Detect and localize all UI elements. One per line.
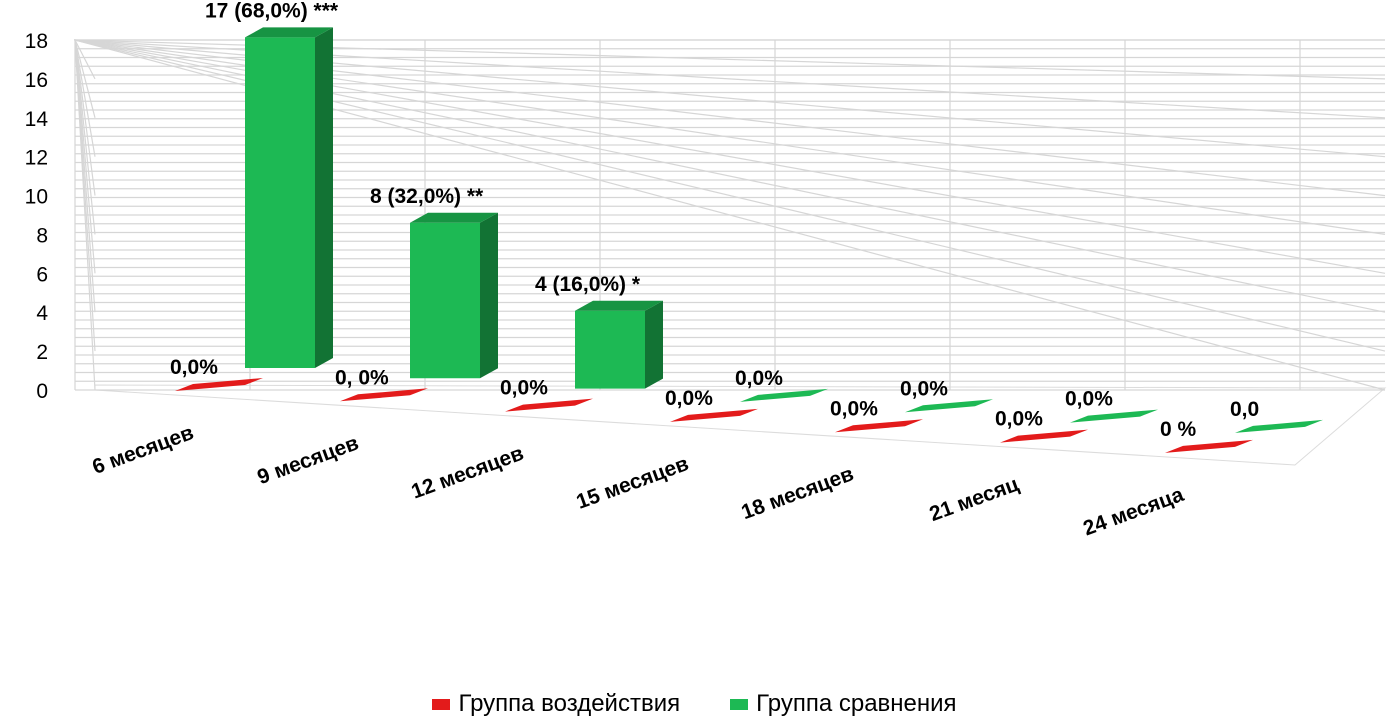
data-label: 17 (68,0%) *** [205, 0, 339, 22]
x-tick-label: 9 месяцев [254, 431, 361, 489]
data-label: 0,0% [735, 367, 783, 390]
y-tick-label: 16 [25, 69, 48, 92]
y-tick-label: 4 [36, 302, 48, 325]
x-tick-label: 6 месяцев [89, 421, 196, 479]
bar-flat [670, 408, 758, 422]
legend-item-impact-group: Группа воздействия [432, 690, 680, 718]
y-axis: 0 2 4 6 8 10 12 14 16 18 [25, 30, 49, 403]
bar-flat [1235, 419, 1323, 433]
legend: Группа воздействия Группа сравнения [0, 690, 1389, 718]
y-tick-label: 0 [36, 380, 48, 403]
legend-swatch-green [730, 698, 749, 710]
bar-flat [740, 388, 828, 402]
bar-flat [1165, 439, 1253, 453]
y-tick-label: 14 [25, 108, 49, 131]
bar-side [645, 300, 663, 389]
bar-top [575, 300, 663, 311]
bar-flat [1070, 409, 1158, 423]
data-label: 0,0% [1065, 388, 1113, 411]
data-label: 0,0% [170, 356, 218, 379]
y-tick-label: 6 [36, 263, 48, 286]
bar-top [410, 212, 498, 223]
data-labels: 0,0% 17 (68,0%) *** 0, 0% 8 (32,0%) ** 0,0% 4… [170, 0, 1259, 441]
bar-front [245, 37, 315, 369]
data-label: 0,0% [995, 408, 1043, 431]
legend-item-comparison-group: Группа сравнения [730, 690, 957, 718]
bar-side [480, 212, 498, 379]
data-label: 4 (16,0%) * [535, 273, 641, 296]
data-label: 0,0% [665, 387, 713, 410]
data-label: 0, 0% [335, 366, 389, 389]
data-label: 0,0 [1230, 398, 1259, 421]
data-label: 0,0% [830, 397, 878, 420]
bar-flat [340, 388, 428, 402]
bar-front [575, 310, 645, 389]
bar-side [315, 27, 333, 369]
bar-flat [175, 378, 263, 391]
legend-label: Группа воздействия [458, 690, 681, 717]
bar-flat [835, 419, 923, 433]
data-label: 0 % [1160, 418, 1197, 441]
y-tick-label: 10 [25, 186, 48, 209]
x-tick-label: 15 месяцев [573, 452, 691, 514]
x-tick-label: 24 месяца [1080, 483, 1187, 541]
bar-top [245, 27, 333, 38]
y-tick-label: 12 [25, 147, 48, 170]
y-tick-label: 18 [25, 30, 48, 53]
legend-label: Группа сравнения [756, 690, 957, 717]
x-tick-label: 12 месяцев [408, 442, 526, 504]
data-label: 0,0% [900, 377, 948, 400]
bar-front [410, 222, 480, 379]
x-tick-label: 18 месяцев [738, 462, 856, 524]
legend-swatch-red [432, 698, 451, 710]
bar-flat [505, 398, 593, 412]
y-tick-label: 8 [36, 224, 48, 247]
data-label: 8 (32,0%) ** [370, 185, 484, 208]
bar-flat [905, 399, 993, 413]
x-tick-label: 21 месяц [926, 473, 1021, 526]
bars [175, 27, 1323, 453]
chart-walls [74, 39, 1387, 466]
data-label: 0,0% [500, 377, 548, 400]
bar-flat [1000, 429, 1088, 443]
y-tick-label: 2 [36, 341, 48, 364]
